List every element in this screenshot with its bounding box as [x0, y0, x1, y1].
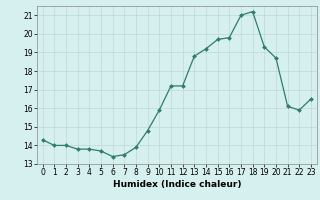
X-axis label: Humidex (Indice chaleur): Humidex (Indice chaleur) [113, 180, 241, 189]
